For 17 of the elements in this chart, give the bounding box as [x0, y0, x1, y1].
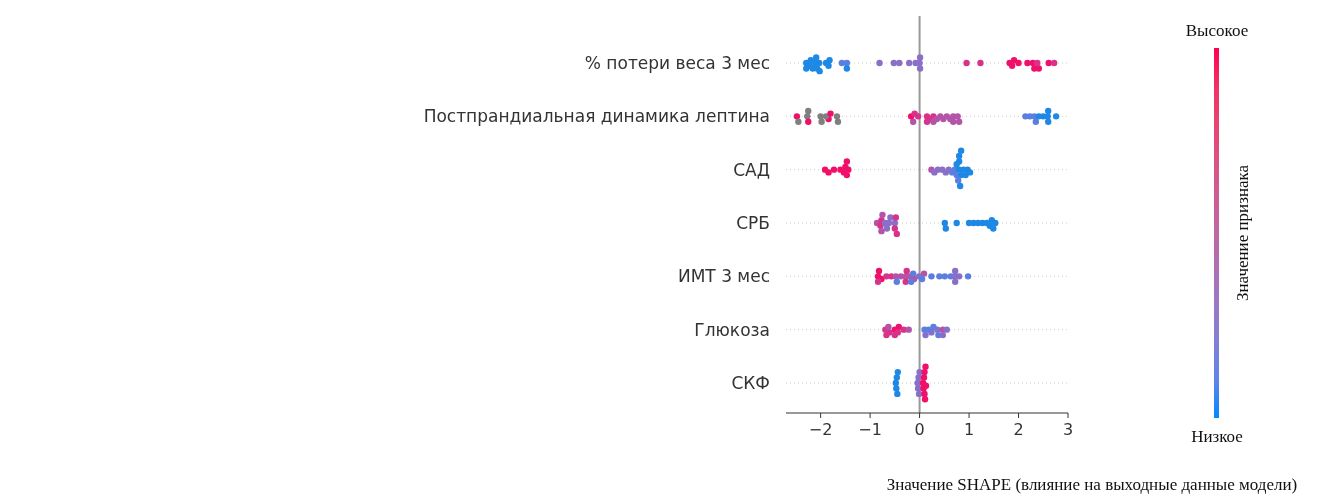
text: Низкое [1191, 427, 1243, 446]
x-tick-label: 0 [914, 420, 925, 439]
y-tick-label: Глюкоза [694, 319, 770, 340]
x-tick-label: −2 [808, 420, 833, 439]
y-tick-label: СКФ [731, 372, 770, 393]
y-tick-label: % потери веса 3 мес [584, 52, 770, 73]
x-axis-title: Значение SHAPE (влияние на выходные данные модели) [886, 475, 1298, 494]
y-tick-label: САД [733, 159, 770, 180]
y-tick-label: ИМТ 3 мес [677, 266, 770, 287]
y-tick-label: СРБ [736, 212, 770, 233]
x-tick-label: 1 [963, 420, 975, 439]
x-tick-label: 3 [1062, 420, 1074, 439]
color-bar-title: Значение признака [1232, 164, 1252, 302]
y-tick-label: Постпрандиальная динамика лептина [423, 106, 770, 127]
x-tick-label: −1 [858, 420, 882, 439]
text: Высокое [1185, 21, 1249, 40]
x-tick-label: 2 [1013, 420, 1024, 439]
